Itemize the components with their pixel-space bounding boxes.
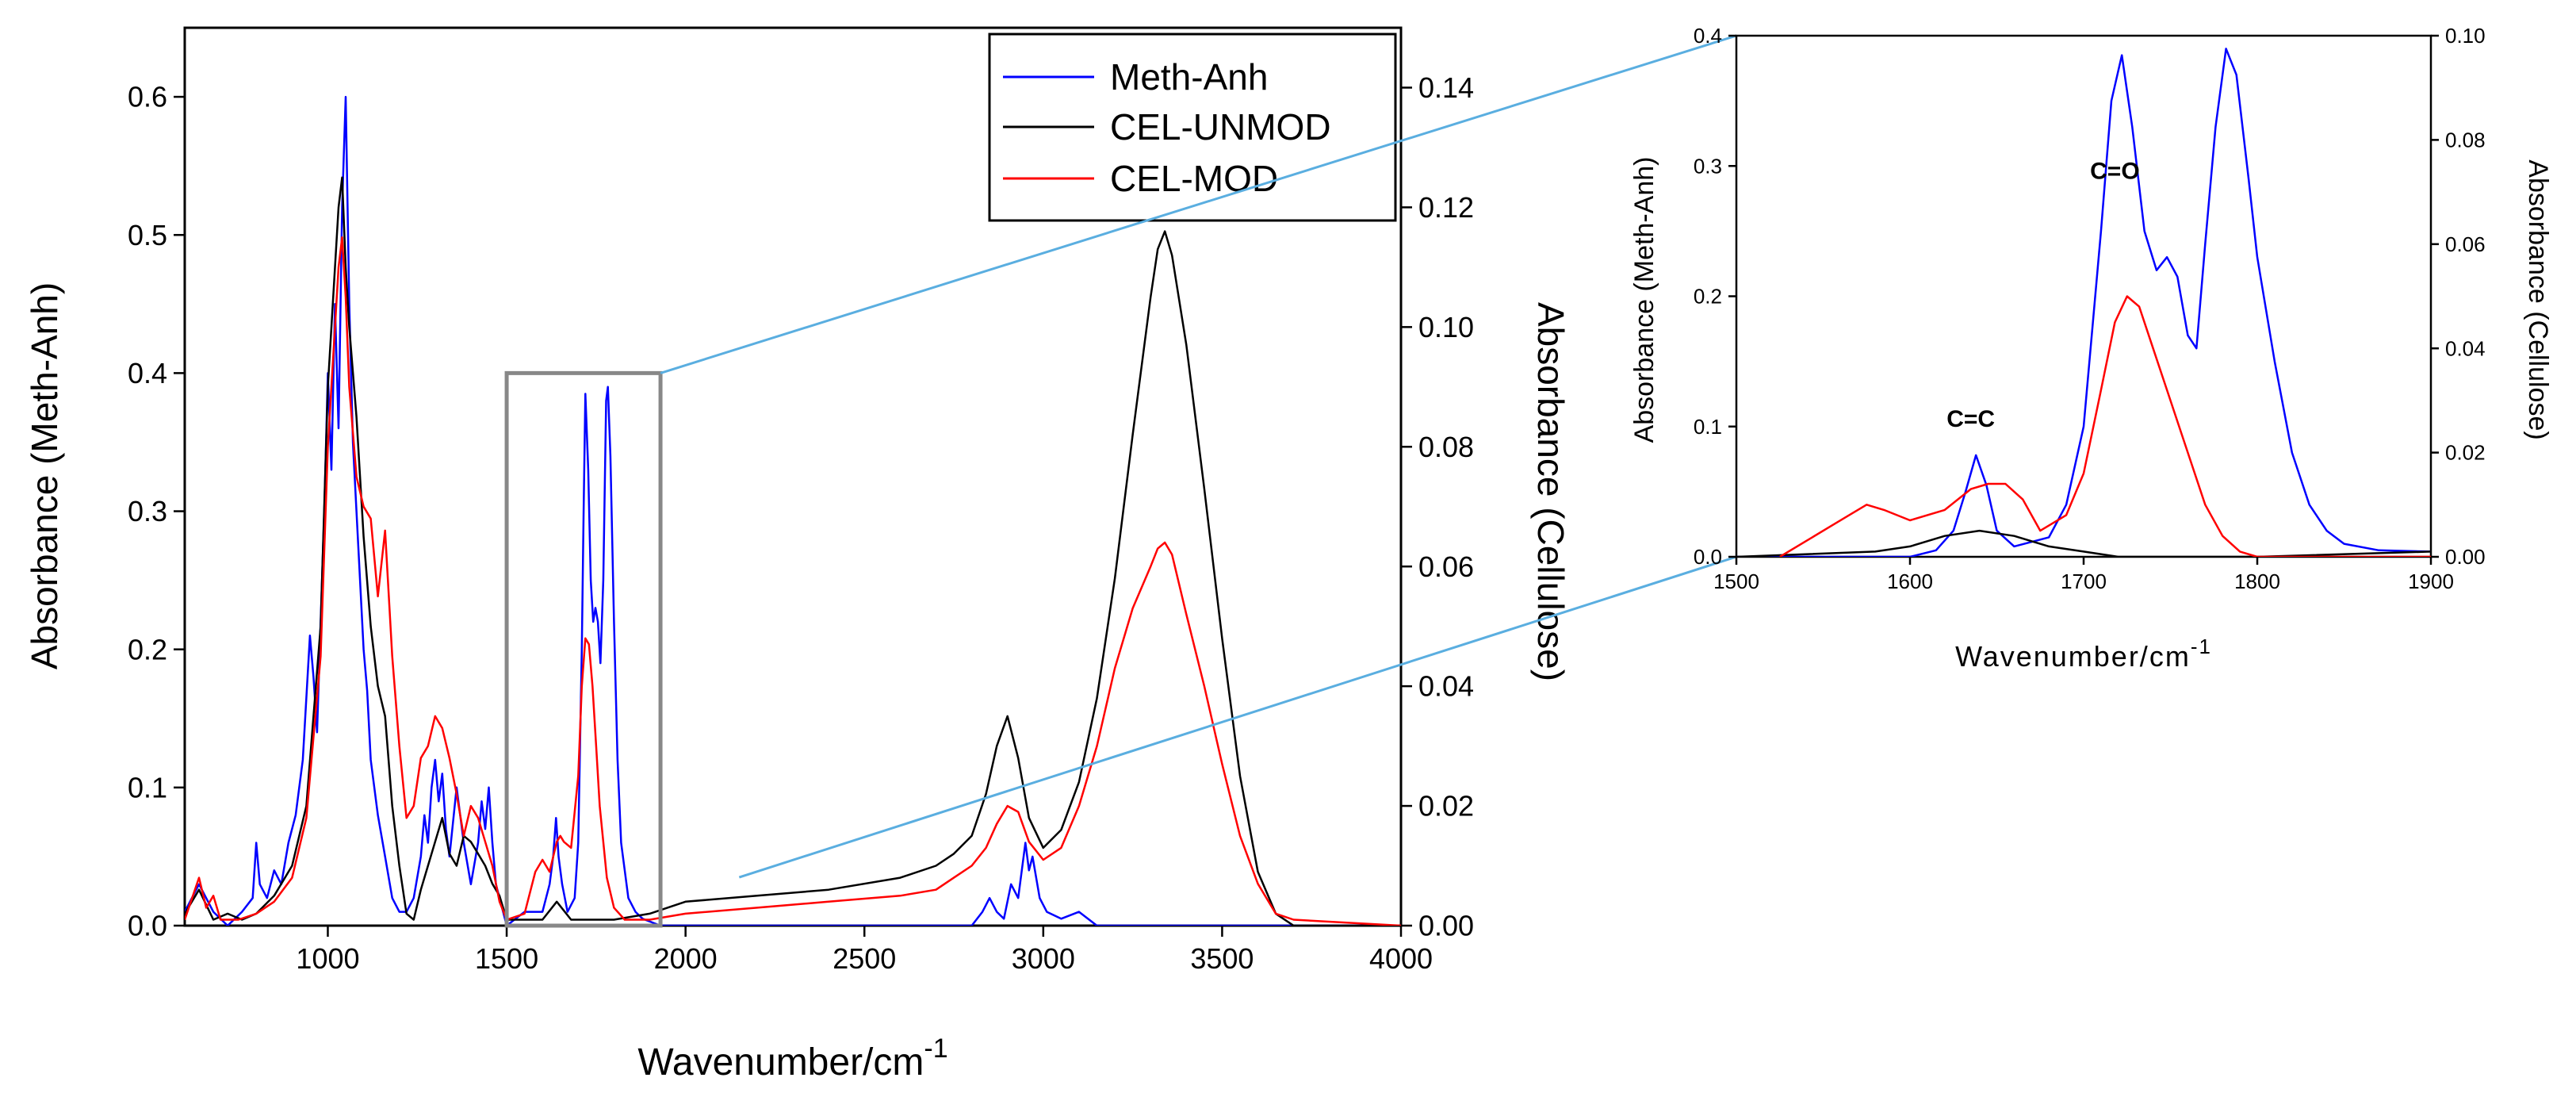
inset-plot-frame [1735, 34, 2432, 558]
inset-y2-axis-ticks: 0.00 0.02 0.04 0.06 0.08 0.10 [2431, 24, 2486, 569]
main-x-tick-label: 1500 [475, 942, 538, 975]
inset-y-tick-label: 0.2 [1694, 285, 1722, 309]
main-y-axis-ticks: 0.0 0.1 0.2 0.3 0.4 0.5 0.6 [128, 81, 185, 942]
inset-x-axis-label-superscript: -1 [2191, 635, 2212, 658]
main-x-axis-label-superscript: -1 [924, 1034, 947, 1064]
inset-x-axis-label: Wavenumber/cm-1 [1955, 635, 2212, 673]
inset-x-axis-label-text: Wavenumber/cm [1955, 640, 2191, 673]
main-y-tick-label: 0.3 [128, 495, 167, 527]
main-y2-tick-label: 0.10 [1418, 311, 1474, 343]
series-line-cel-mod [185, 236, 1401, 926]
inset-y2-tick-label: 0.06 [2445, 232, 2486, 256]
main-y-axis-label: Absorbance (Meth-Anh) [24, 282, 65, 669]
inset-y2-tick-label: 0.02 [2445, 441, 2486, 465]
inset-x-axis-ticks: 1500 1600 1700 1800 1900 [1713, 557, 2454, 593]
legend: Meth-Anh CEL-UNMOD CEL-MOD [988, 33, 1397, 222]
series-line-cel-unmod [185, 176, 1401, 926]
annotation-c-c: C=C [1946, 406, 1995, 432]
inset-y2-tick-label: 0.00 [2445, 545, 2486, 569]
main-y2-tick-label: 0.12 [1418, 191, 1474, 224]
main-y-tick-label: 0.2 [128, 633, 167, 665]
inset-x-tick-label: 1900 [2408, 570, 2454, 593]
zoom-connector-bottom [738, 555, 1737, 879]
legend-entry-cel-mod: CEL-MOD [1003, 158, 1278, 199]
main-y2-tick-label: 0.00 [1418, 910, 1474, 942]
zoom-connector-top [660, 34, 1737, 374]
inset-y2-tick-label: 0.10 [2445, 24, 2486, 48]
inset-y2-tick-label: 0.04 [2445, 336, 2486, 360]
main-y2-tick-label: 0.04 [1418, 670, 1474, 703]
main-y-tick-label: 0.5 [128, 219, 167, 251]
legend-label-meth-anh: Meth-Anh [1110, 56, 1268, 98]
inset-y2-tick-label: 0.08 [2445, 128, 2486, 152]
main-y2-axis-ticks: 0.00 0.02 0.04 0.06 0.08 0.10 0.12 0.14 [1401, 71, 1474, 942]
inset-y-tick-label: 0.0 [1694, 545, 1722, 569]
main-y2-tick-label: 0.08 [1418, 431, 1474, 463]
main-y2-tick-label: 0.14 [1418, 71, 1474, 104]
main-y-tick-label: 0.0 [128, 910, 167, 942]
main-x-tick-label: 4000 [1369, 942, 1433, 975]
main-y-tick-label: 0.4 [128, 357, 167, 389]
inset-x-tick-label: 1500 [1713, 570, 1759, 593]
inset-x-tick-label: 1700 [2061, 570, 2107, 593]
legend-entry-cel-unmod: CEL-UNMOD [1003, 106, 1331, 148]
main-chart: 1000 1500 2000 2500 3000 3500 4000 0.00.10.20.… [24, 26, 1571, 1083]
inset-series-line-meth-anh [1736, 48, 2431, 557]
zoom-region-box [504, 370, 663, 928]
inset-series-line-cel-mod [1779, 295, 2431, 557]
inset-x-tick-label: 1600 [1887, 570, 1933, 593]
inset-y2-axis-label: Absorbance (Cellulose) [2523, 159, 2553, 439]
inset-y-tick-label: 0.4 [1694, 24, 1722, 48]
inset-y-axis-label: Absorbance (Meth-Anh) [1629, 157, 1659, 443]
annotation-c-o: C=O [2090, 159, 2140, 185]
main-y2-axis-label: Absorbance (Cellulose) [1530, 302, 1571, 681]
inset-y-tick-label: 0.1 [1694, 415, 1722, 439]
main-y-tick-label: 0.6 [128, 81, 167, 113]
inset-x-tick-label: 1800 [2234, 570, 2280, 593]
main-x-tick-label: 2000 [654, 942, 718, 975]
main-x-tick-label: 3500 [1190, 942, 1254, 975]
main-y2-tick-label: 0.02 [1418, 790, 1474, 823]
main-y2-tick-label: 0.06 [1418, 550, 1474, 583]
inset-series-line-cel-unmod [1736, 529, 2431, 557]
legend-label-cel-unmod: CEL-UNMOD [1110, 106, 1331, 148]
inset-y-tick-label: 0.3 [1694, 154, 1722, 178]
main-x-tick-label: 1000 [296, 942, 359, 975]
inset-y-axis-ticks: 0.0 0.1 0.2 0.3 0.4 [1694, 24, 1736, 569]
main-x-axis-label-text: Wavenumber/cm [637, 1041, 924, 1083]
legend-label-cel-mod: CEL-MOD [1110, 158, 1278, 199]
main-x-axis-ticks: 1000 1500 2000 2500 3000 3500 4000 [296, 926, 1433, 975]
inset-chart: 1500 1600 1700 1800 1900 0.0 0.1 0.2 0.3 0.4 0.0… [1629, 24, 2553, 673]
main-x-tick-label: 2500 [833, 942, 896, 975]
main-x-axis-label: Wavenumber/cm-1 [637, 1034, 947, 1083]
main-x-tick-label: 3000 [1012, 942, 1075, 975]
main-y-tick-label: 0.1 [128, 771, 167, 803]
legend-entry-meth-anh: Meth-Anh [1003, 56, 1268, 98]
